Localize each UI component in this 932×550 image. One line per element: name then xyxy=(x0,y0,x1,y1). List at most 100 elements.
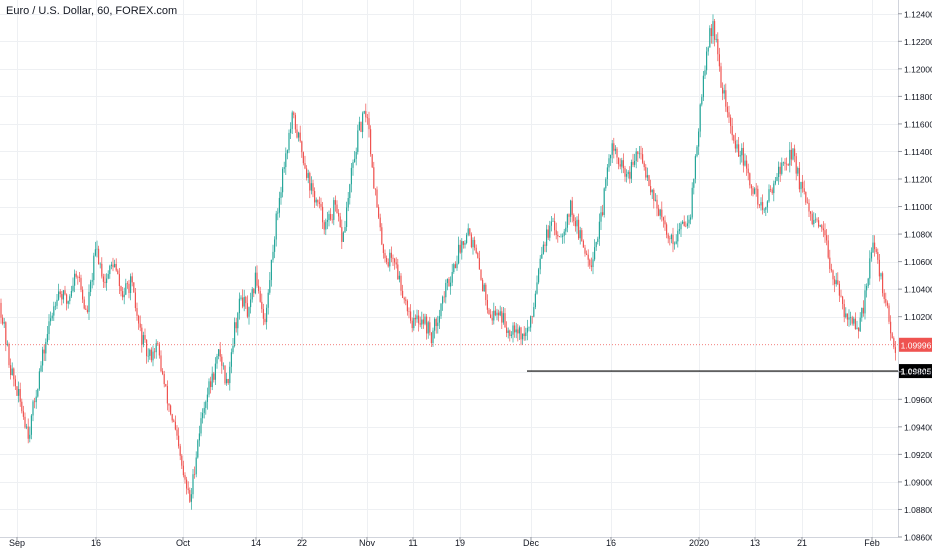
candle xyxy=(208,378,210,398)
candle xyxy=(710,23,712,44)
candle xyxy=(643,160,645,171)
candle xyxy=(118,267,120,294)
candle xyxy=(392,254,394,266)
candle xyxy=(512,322,514,343)
candle xyxy=(861,307,863,322)
time-tick-label: 22 xyxy=(297,538,307,548)
candle xyxy=(478,250,480,270)
candle xyxy=(603,187,605,218)
candle xyxy=(816,217,818,223)
candle xyxy=(827,234,829,260)
candle xyxy=(230,348,232,374)
price-tick-label: 1.11400 xyxy=(904,147,932,157)
candle xyxy=(274,236,276,259)
candle xyxy=(48,314,50,341)
candle xyxy=(419,316,421,328)
candle xyxy=(632,153,634,168)
candle xyxy=(234,317,236,348)
candle xyxy=(56,294,58,310)
candle xyxy=(560,233,562,238)
candle xyxy=(213,371,215,383)
candle xyxy=(139,315,141,332)
candle xyxy=(30,413,32,440)
candle xyxy=(160,350,162,373)
candle xyxy=(102,273,104,288)
candle xyxy=(835,272,837,287)
candle xyxy=(197,439,199,459)
candle xyxy=(846,313,848,327)
candle xyxy=(403,296,405,304)
candle xyxy=(358,116,360,131)
candle xyxy=(528,326,530,332)
candle xyxy=(13,367,15,387)
candle xyxy=(368,111,370,138)
candle xyxy=(379,213,381,232)
price-tick-label: 1.10800 xyxy=(904,230,932,240)
candle xyxy=(381,223,383,246)
candle xyxy=(630,159,632,184)
candle xyxy=(837,272,839,285)
candle xyxy=(480,269,482,281)
candle xyxy=(678,222,680,235)
candle xyxy=(342,231,344,242)
candle xyxy=(894,341,896,361)
candle xyxy=(181,453,183,469)
candle xyxy=(693,178,695,195)
candle xyxy=(286,149,288,160)
candle xyxy=(107,270,109,280)
candle xyxy=(22,405,24,420)
candle xyxy=(472,237,474,255)
candle xyxy=(741,143,743,163)
candle xyxy=(464,240,466,249)
candle xyxy=(830,263,832,273)
candle xyxy=(539,255,541,275)
candle xyxy=(37,388,39,398)
candle xyxy=(736,139,738,153)
time-axis[interactable]: Sep 16 Oct 14 22 Nov 11 19 Dec 16 2020 13 21 Feb xyxy=(0,537,898,548)
candle xyxy=(219,342,221,362)
candle xyxy=(547,225,549,240)
candle xyxy=(586,250,588,256)
candle xyxy=(397,258,399,280)
candle xyxy=(45,338,47,362)
price-tick-label: 1.11600 xyxy=(904,119,932,129)
candle xyxy=(611,139,613,164)
candle xyxy=(122,286,124,301)
candle xyxy=(834,275,836,293)
candle xyxy=(221,354,223,374)
candle xyxy=(88,284,90,320)
candle xyxy=(885,292,887,307)
candle xyxy=(451,263,453,287)
price-axis[interactable]: 1.12400 1.12200 1.12000 1.11800 1.11600 1.114… xyxy=(898,0,932,543)
time-tick-label: Oct xyxy=(176,538,191,548)
candle xyxy=(374,188,376,196)
candle xyxy=(757,185,759,209)
candle xyxy=(573,213,575,226)
candle xyxy=(304,155,306,170)
candle xyxy=(666,222,668,239)
candle xyxy=(659,208,661,220)
candle xyxy=(171,413,173,423)
candle xyxy=(805,191,807,205)
candle xyxy=(590,257,592,272)
candle xyxy=(533,302,535,318)
candle xyxy=(365,103,367,123)
candle xyxy=(98,245,100,265)
candle xyxy=(582,239,584,248)
time-tick-label: 11 xyxy=(408,538,417,548)
candle xyxy=(784,158,786,171)
candle xyxy=(486,294,488,314)
candle xyxy=(634,153,636,168)
candle xyxy=(355,147,357,166)
candle xyxy=(427,320,429,339)
candle xyxy=(624,165,626,182)
candle xyxy=(554,213,556,236)
candle xyxy=(242,289,244,309)
candle xyxy=(650,179,652,196)
candle xyxy=(214,357,216,385)
candle xyxy=(536,275,538,295)
candle xyxy=(717,32,719,62)
candle xyxy=(746,155,748,176)
candle xyxy=(754,187,756,195)
